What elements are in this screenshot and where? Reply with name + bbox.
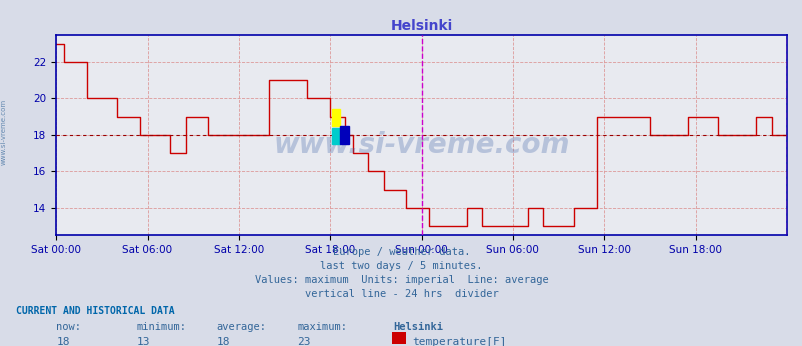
Title: Helsinki: Helsinki — [390, 19, 452, 34]
Text: last two days / 5 minutes.: last two days / 5 minutes. — [320, 261, 482, 271]
Text: 23: 23 — [297, 337, 310, 346]
Text: minimum:: minimum: — [136, 322, 186, 333]
Text: CURRENT AND HISTORICAL DATA: CURRENT AND HISTORICAL DATA — [16, 306, 175, 316]
Text: www.si-vreme.com: www.si-vreme.com — [1, 98, 7, 165]
Text: Helsinki: Helsinki — [393, 322, 443, 333]
Bar — [331, 109, 340, 126]
Bar — [331, 128, 340, 144]
Text: temperature[F]: temperature[F] — [412, 337, 507, 346]
Text: maximum:: maximum: — [297, 322, 346, 333]
Text: 18: 18 — [217, 337, 230, 346]
Text: Europe / weather data.: Europe / weather data. — [332, 247, 470, 257]
Text: 13: 13 — [136, 337, 150, 346]
Text: now:: now: — [56, 322, 81, 333]
Bar — [340, 126, 348, 144]
Text: average:: average: — [217, 322, 266, 333]
Text: vertical line - 24 hrs  divider: vertical line - 24 hrs divider — [304, 289, 498, 299]
Text: Values: maximum  Units: imperial  Line: average: Values: maximum Units: imperial Line: av… — [254, 275, 548, 285]
Text: www.si-vreme.com: www.si-vreme.com — [273, 131, 569, 159]
Text: 18: 18 — [56, 337, 70, 346]
